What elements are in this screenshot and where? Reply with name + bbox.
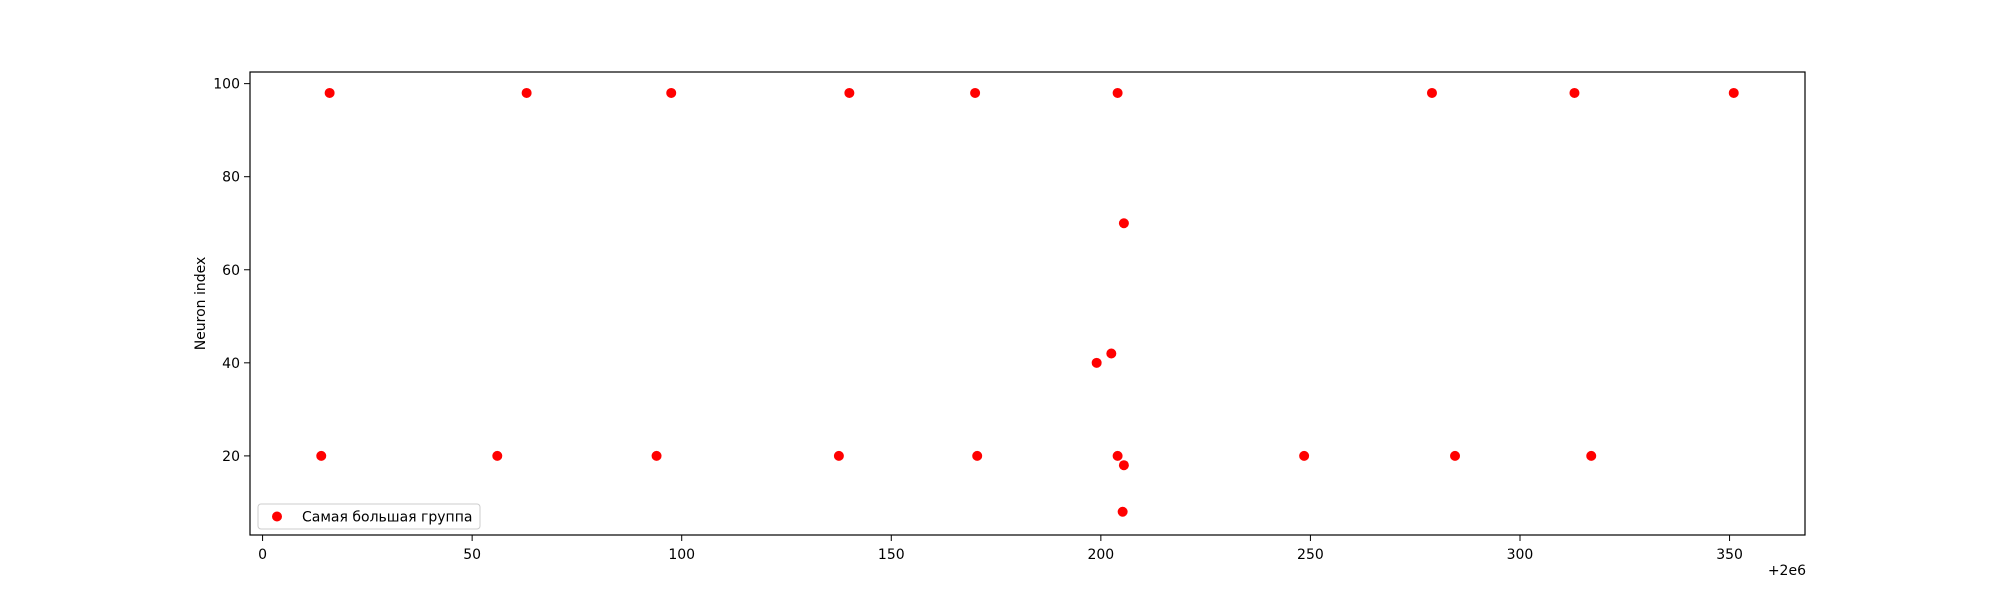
x-tick-label: 150 (878, 547, 905, 563)
y-tick-label: 100 (213, 77, 240, 93)
y-tick-label: 20 (222, 449, 240, 465)
data-point (833, 450, 844, 461)
axis-ticks: 0 50 100 150 200 250 300 350 20 40 60 80 100 (213, 77, 1743, 563)
data-point (1091, 357, 1102, 368)
x-tick-label: 200 (1087, 547, 1114, 563)
legend-label: Самая большая группа (302, 510, 472, 526)
data-point (316, 450, 327, 461)
data-point (1569, 87, 1580, 98)
plot-area-frame (249, 71, 1806, 536)
y-tick-label: 40 (222, 356, 240, 372)
data-point (1426, 87, 1437, 98)
data-point (970, 87, 981, 98)
y-tick-label: 60 (222, 263, 240, 279)
data-point (666, 87, 677, 98)
y-tick-label: 80 (222, 170, 240, 186)
data-point (972, 450, 983, 461)
x-tick-label: 50 (463, 547, 481, 563)
data-point (844, 87, 855, 98)
data-point (492, 450, 503, 461)
data-point (324, 87, 335, 98)
data-point (1299, 450, 1310, 461)
x-tick-label: 100 (668, 547, 695, 563)
data-point (1118, 460, 1129, 471)
x-tick-label: 300 (1507, 547, 1534, 563)
data-point (1450, 450, 1461, 461)
legend-marker (272, 511, 282, 522)
legend: Самая большая группа (257, 503, 481, 530)
data-point (1586, 450, 1597, 461)
data-point (1117, 506, 1128, 517)
x-tick-label: 250 (1297, 547, 1324, 563)
data-point (1112, 450, 1123, 461)
scatter-points (316, 87, 1739, 517)
data-point (1112, 87, 1123, 98)
data-point (651, 450, 662, 461)
data-point (1118, 218, 1129, 229)
data-point (521, 87, 532, 98)
x-axis-offset-label: +2e6 (1768, 563, 1806, 579)
legend-box (257, 503, 481, 530)
data-point (1728, 87, 1739, 98)
x-tick-label: 350 (1716, 547, 1743, 563)
x-tick-label: 0 (258, 547, 267, 563)
y-axis-label: Neuron index (193, 257, 209, 351)
data-point (1106, 348, 1117, 359)
